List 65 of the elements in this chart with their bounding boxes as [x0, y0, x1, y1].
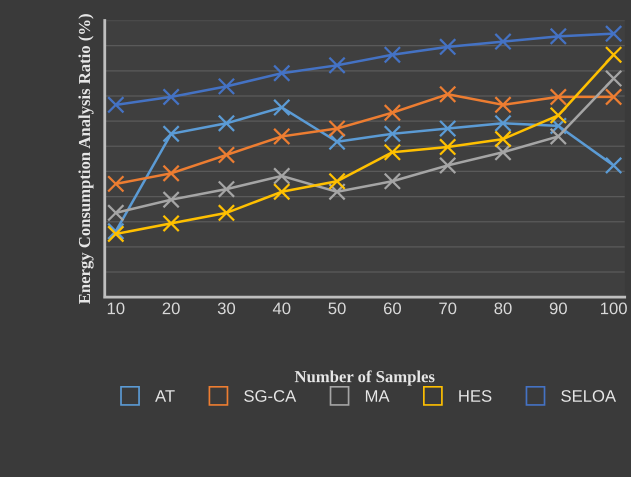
x-tick-label: 40	[272, 302, 290, 314]
point	[162, 88, 180, 106]
point	[328, 120, 346, 138]
point	[438, 120, 456, 138]
point	[494, 32, 512, 50]
x-tick-label: 70	[439, 302, 456, 314]
point	[218, 180, 236, 198]
point	[550, 128, 568, 146]
x-tick-label: 10	[108, 302, 124, 314]
point	[494, 130, 512, 148]
point	[384, 172, 402, 190]
point	[384, 46, 402, 64]
point	[107, 204, 125, 222]
point	[162, 164, 180, 182]
point	[218, 114, 236, 132]
point	[494, 114, 512, 132]
legend-label: MA	[366, 390, 390, 402]
point	[494, 144, 512, 162]
point	[107, 175, 125, 193]
point	[328, 132, 346, 150]
point	[550, 117, 568, 135]
legend-label: SG-CA	[244, 390, 296, 402]
point	[550, 88, 568, 106]
legend-label: HES	[459, 390, 492, 402]
point	[273, 183, 290, 201]
point	[162, 214, 180, 232]
point	[438, 38, 456, 56]
point	[604, 156, 622, 174]
point	[328, 56, 346, 74]
point	[273, 128, 290, 146]
point	[218, 78, 236, 96]
point	[604, 88, 622, 106]
point	[384, 125, 402, 143]
point	[328, 183, 346, 201]
x-axis-title: Number of Samples	[294, 370, 435, 386]
point	[550, 106, 568, 124]
legend-label: SELOA	[561, 390, 616, 402]
point	[438, 156, 456, 174]
x-tick-label: 90	[550, 302, 567, 314]
point	[328, 172, 346, 190]
point	[273, 98, 290, 116]
x-tick-label: 20	[162, 302, 180, 314]
point	[494, 96, 512, 114]
point	[550, 28, 568, 46]
point	[384, 144, 402, 162]
point	[604, 46, 622, 64]
point	[438, 138, 456, 156]
point	[604, 24, 622, 42]
y-axis-title: Energy Consumption Analysis Ratio (%)	[78, 14, 94, 304]
point	[162, 190, 180, 208]
x-tick-label: 50	[328, 302, 346, 314]
x-tick-label: 100	[600, 302, 627, 314]
point	[604, 70, 622, 88]
x-tick-label: 30	[218, 302, 236, 314]
point	[107, 96, 125, 114]
point	[384, 104, 402, 122]
point	[273, 167, 290, 185]
x-tick-label: 60	[384, 302, 401, 314]
x-tick-label: 80	[494, 302, 512, 314]
point	[273, 64, 290, 82]
point	[162, 125, 180, 143]
point	[218, 204, 236, 222]
legend-label: AT	[155, 390, 175, 402]
point	[218, 146, 236, 164]
point	[438, 86, 456, 104]
